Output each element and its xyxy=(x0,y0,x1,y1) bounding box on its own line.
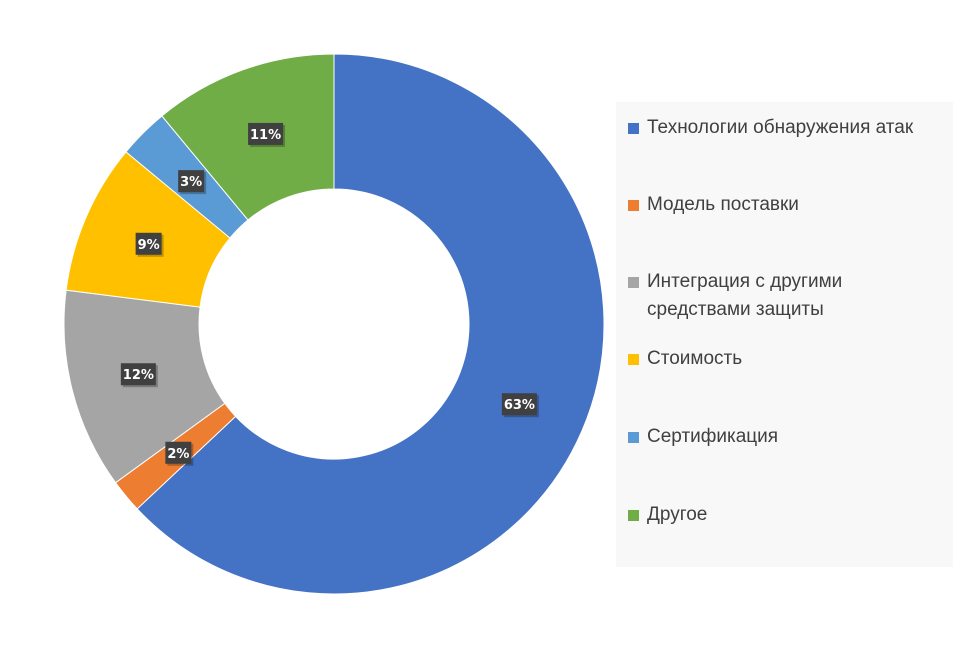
legend-label: Модель поставки xyxy=(647,194,799,215)
legend-item: Технологии обнаружения атак xyxy=(628,114,913,142)
legend-item: Модель поставки xyxy=(628,191,799,219)
legend-swatch xyxy=(628,510,639,521)
legend-label: Другое xyxy=(647,504,708,525)
legend-item: Сертификация xyxy=(628,423,778,451)
data-label: 63% xyxy=(501,393,539,418)
data-label-box xyxy=(135,232,162,255)
legend-swatch xyxy=(628,354,639,365)
data-label-box xyxy=(248,122,284,145)
data-label-box xyxy=(120,363,156,386)
data-label-text: 63% xyxy=(504,398,535,413)
data-label-text: 9% xyxy=(138,238,160,253)
donut-slice xyxy=(161,53,335,221)
legend-label: Технологии обнаружения атак xyxy=(647,117,914,138)
legend-swatch xyxy=(628,123,639,134)
data-label-text: 12% xyxy=(123,368,154,383)
data-label: 11% xyxy=(248,122,286,147)
legend-label: Стоимость xyxy=(647,348,743,369)
legend-swatch xyxy=(628,200,639,211)
data-label: 9% xyxy=(135,232,164,257)
data-label-box xyxy=(165,441,192,464)
legend-item: Интеграция с другими средствами защиты xyxy=(628,268,842,324)
legend-item: Стоимость xyxy=(628,345,742,373)
data-label-box xyxy=(178,170,205,193)
data-label: 12% xyxy=(120,363,158,388)
data-label-box xyxy=(501,393,537,416)
legend-item: Другое xyxy=(628,501,707,529)
data-label-text: 11% xyxy=(250,128,281,143)
data-label: 2% xyxy=(165,441,194,466)
data-label-text: 2% xyxy=(167,447,189,462)
data-label: 3% xyxy=(178,170,207,195)
legend-label: Сертификация xyxy=(647,426,779,447)
legend-swatch xyxy=(628,277,639,288)
donut-slice xyxy=(136,53,605,595)
legend-label: Интеграция с другими средствами защиты xyxy=(647,271,843,320)
chart-legend: Технологии обнаружения атак Модель постав… xyxy=(616,102,953,567)
legend-swatch xyxy=(628,432,639,443)
data-label-text: 3% xyxy=(180,175,202,190)
